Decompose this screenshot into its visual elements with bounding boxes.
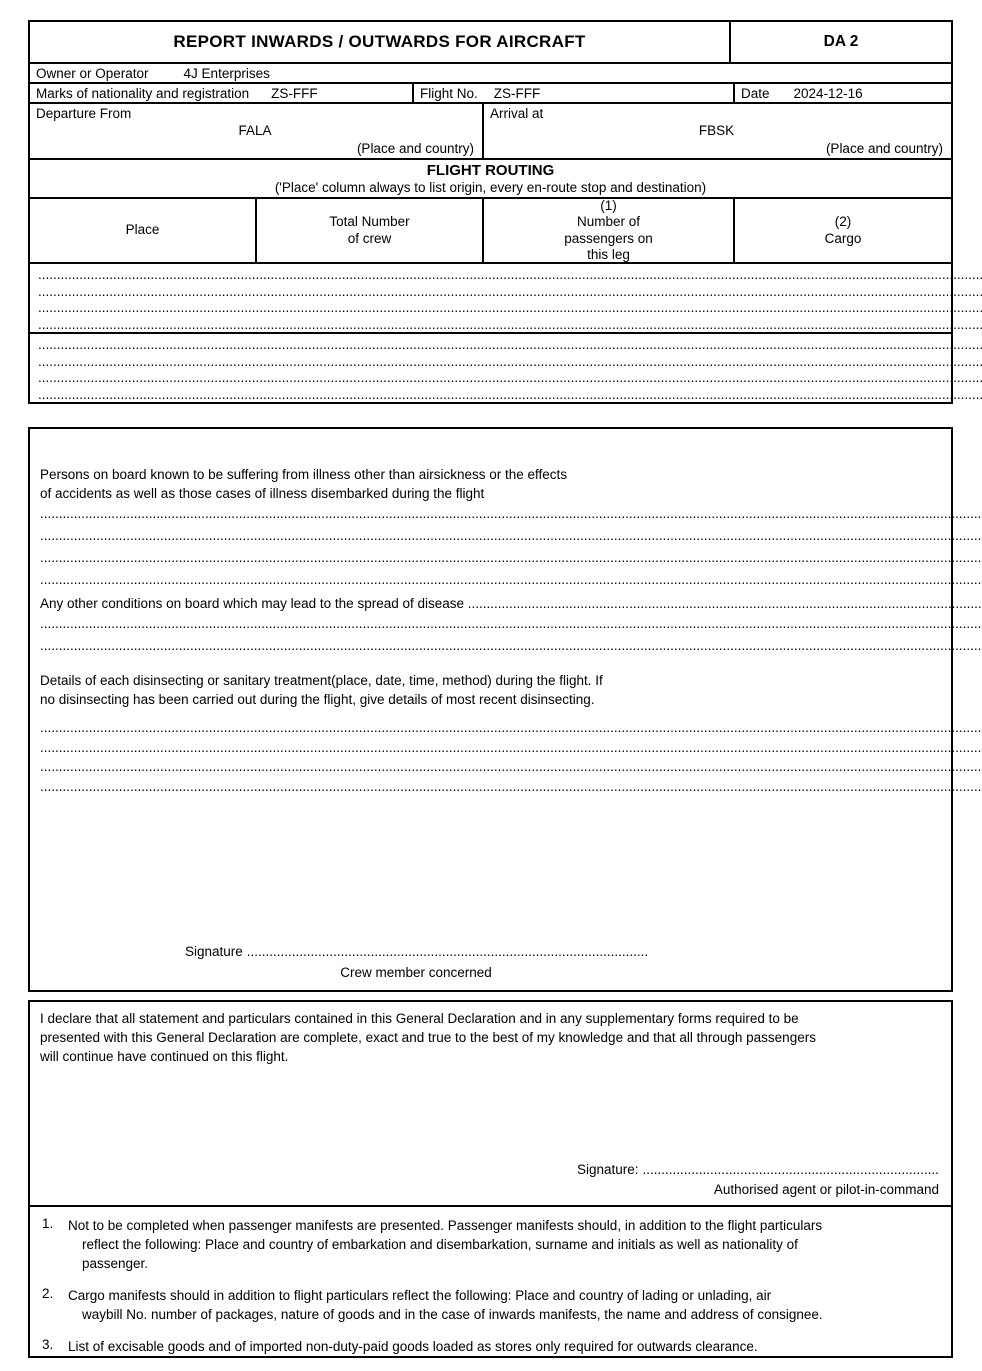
- health-answer-lines: ........................................…: [40, 718, 982, 796]
- form-title-cell: REPORT INWARDS / OUTWARDS FOR AIRCRAFT: [30, 22, 729, 62]
- health-left-column: DECLARATION OF HEALTH Persons on board k…: [30, 429, 982, 990]
- column-header-passengers: (1) Number of passengers on this leg: [482, 198, 733, 262]
- departure-label: Departure From: [36, 106, 132, 121]
- health-answer-lines: ........................................…: [40, 613, 982, 657]
- flight-routing-banner: FLIGHT ROUTING ('Place' column always to…: [30, 158, 951, 197]
- health-paragraph-disinsecting: Details of each disinsecting or sanitary…: [40, 673, 603, 707]
- footnote-number: 3.: [42, 1337, 54, 1352]
- registration-row: Marks of nationality and registration ZS…: [30, 82, 951, 102]
- dotted-line: ........................................…: [38, 386, 982, 402]
- arrival-cell: Arrival at FBSK (Place and country): [482, 104, 951, 158]
- dotted-line: ........................................…: [38, 300, 982, 315]
- column-header-place: Place: [125, 222, 160, 238]
- routing-row-arrival: ........................................…: [30, 332, 982, 402]
- departure-hint: (Place and country): [356, 141, 474, 156]
- flight-no-value: ZS-FFF: [493, 85, 541, 101]
- footnote-number: 1.: [42, 1216, 54, 1231]
- footnote-text: Not to be completed when passenger manif…: [68, 1218, 823, 1271]
- dotted-line: ........................................…: [40, 759, 982, 774]
- flight-routing-subtitle: ('Place' column always to list origin, e…: [274, 180, 707, 195]
- dotted-line: ........................................…: [40, 572, 982, 587]
- crew-signature-label: Signature: [185, 944, 243, 959]
- health-title: DECLARATION OF HEALTH: [40, 435, 982, 452]
- health-paragraph-illness: Persons on board known to be suffering f…: [40, 467, 568, 501]
- arrival-label: Arrival at: [490, 106, 544, 121]
- owner-cell: Owner or Operator 4J Enterprises: [30, 64, 951, 82]
- health-answer-lines: ........................................…: [40, 503, 982, 591]
- agent-signature-caption: Authorised agent or pilot-in-command: [713, 1182, 939, 1197]
- owner-value: 4J Enterprises: [183, 65, 270, 81]
- dotted-line: ........................................…: [38, 283, 982, 299]
- date-value: 2024-12-16: [793, 85, 863, 101]
- dotted-line: ........................................…: [40, 778, 982, 794]
- date-label: Date: [741, 85, 770, 101]
- routing-header-row: Place Total Number of crew (1) Number of…: [30, 197, 951, 262]
- agent-signature-label: Signature:: [577, 1162, 639, 1177]
- dotted-line: ........................................…: [38, 370, 982, 385]
- dotted-line: ........................................…: [38, 353, 982, 369]
- form-number: DA 2: [729, 22, 951, 62]
- footnotes-block: 1. Not to be completed when passenger ma…: [28, 1205, 953, 1358]
- title-row: REPORT INWARDS / OUTWARDS FOR AIRCRAFT D…: [30, 22, 951, 62]
- crew-signature-line: Signature...............................…: [185, 941, 647, 963]
- agent-signature-line: Signature:..............................…: [577, 1160, 939, 1180]
- footnote-number: 2.: [42, 1286, 54, 1301]
- marks-cell: Marks of nationality and registration ZS…: [30, 84, 412, 102]
- footnote-3: 3. List of excisable goods and of import…: [40, 1337, 941, 1356]
- dotted-line: ........................................…: [40, 616, 982, 631]
- owner-row: Owner or Operator 4J Enterprises: [30, 62, 951, 82]
- dotted-line: ........................................…: [40, 528, 982, 543]
- footnote-2: 2. Cargo manifests should in addition to…: [40, 1286, 941, 1324]
- declaration-of-health-block: DECLARATION OF HEALTH Persons on board k…: [28, 427, 982, 992]
- flight-routing-title: FLIGHT ROUTING: [426, 162, 555, 179]
- place-cell-row2: ........................................…: [30, 334, 982, 402]
- column-header-crew: Total Number of crew: [255, 199, 482, 262]
- place-cell-row1: ........................................…: [30, 264, 982, 332]
- declaration-text: I declare that all statement and particu…: [40, 1011, 816, 1064]
- footnote-1: 1. Not to be completed when passenger ma…: [40, 1216, 941, 1273]
- dotted-line: ........................................…: [38, 267, 982, 282]
- dotted-line: ........................................…: [38, 316, 982, 332]
- flight-no-label: Flight No.: [420, 85, 478, 101]
- footnote-text: List of excisable goods and of imported …: [68, 1339, 758, 1354]
- owner-label: Owner or Operator: [36, 65, 149, 81]
- flight-routing-banner-cell: FLIGHT ROUTING ('Place' column always to…: [30, 160, 951, 197]
- routing-row-departure: ........................................…: [30, 262, 982, 332]
- flight-no-cell: Flight No. ZS-FFF: [412, 84, 733, 102]
- departure-arrival-row: Departure From FALA (Place and country) …: [30, 102, 951, 158]
- dotted-line: ........................................…: [40, 720, 982, 735]
- marks-value: ZS-FFF: [271, 85, 318, 101]
- arrival-hint: (Place and country): [825, 141, 943, 156]
- dotted-line: ........................................…: [40, 638, 982, 653]
- form-title: REPORT INWARDS / OUTWARDS FOR AIRCRAFT: [173, 32, 586, 51]
- footnote-text: Cargo manifests should in addition to fl…: [68, 1288, 823, 1322]
- departure-value: FALA: [238, 123, 272, 138]
- marks-label: Marks of nationality and registration: [36, 85, 250, 101]
- date-cell: Date 2024-12-16: [733, 84, 951, 102]
- dotted-line: ........................................…: [40, 506, 982, 521]
- general-declaration-block: I declare that all statement and particu…: [28, 1000, 953, 1205]
- crew-signature-caption: Crew member concerned: [340, 965, 492, 980]
- arrival-value: FBSK: [698, 123, 735, 138]
- dotted-line: ........................................…: [40, 550, 982, 565]
- dotted-line: ........................................…: [38, 337, 982, 352]
- column-header-cargo: (2) Cargo: [733, 199, 951, 262]
- departure-cell: Departure From FALA (Place and country): [30, 104, 482, 158]
- header-and-routing-block: REPORT INWARDS / OUTWARDS FOR AIRCRAFT D…: [28, 20, 982, 404]
- health-paragraph-disease: Any other conditions on board which may …: [40, 596, 982, 611]
- dotted-line: ........................................…: [40, 739, 982, 755]
